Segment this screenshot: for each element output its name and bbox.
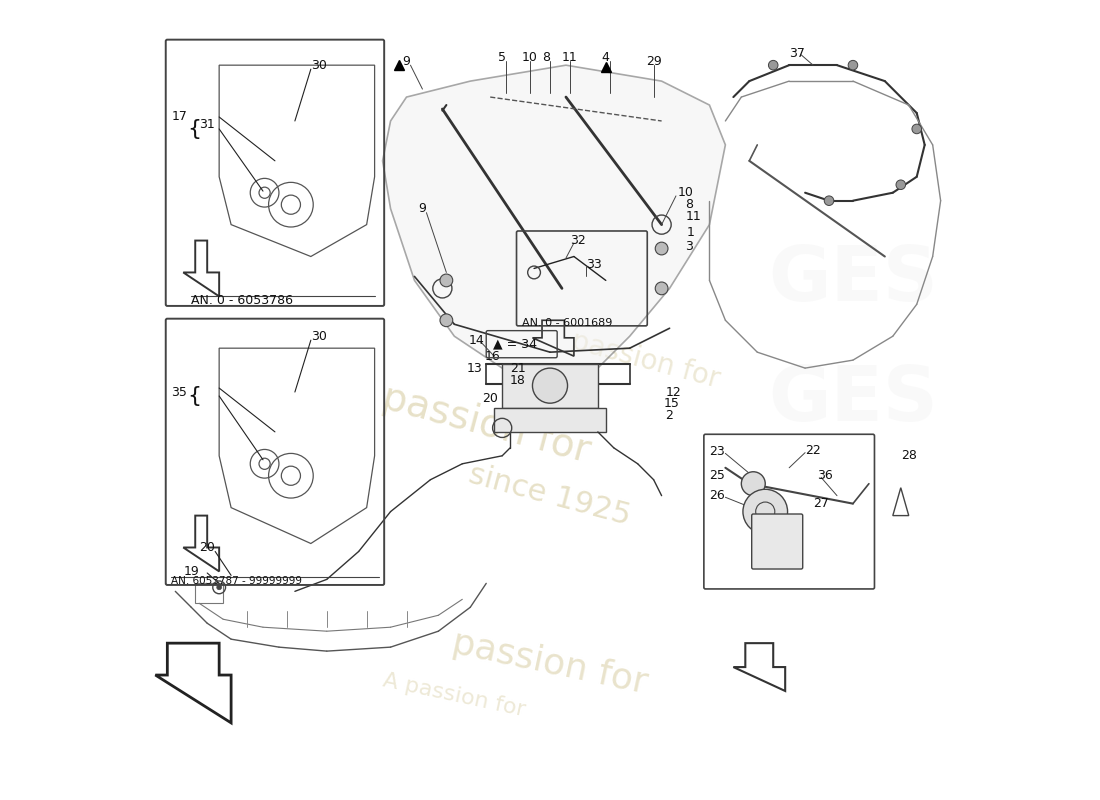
Circle shape [440,274,453,286]
Circle shape [656,242,668,255]
Bar [503,364,597,408]
Text: 33: 33 [586,258,602,271]
Text: 5: 5 [498,50,506,64]
Text: 20: 20 [482,392,498,405]
Circle shape [741,472,766,496]
Text: 29: 29 [646,54,661,68]
Text: {: { [187,119,201,139]
Text: 8: 8 [542,50,550,64]
Text: 23: 23 [710,446,725,458]
Text: 9: 9 [403,54,410,68]
Text: 3: 3 [685,241,693,254]
Text: 12: 12 [666,386,681,398]
Text: 36: 36 [817,470,833,482]
Circle shape [896,180,905,190]
Text: GES: GES [768,363,938,437]
Text: passion for: passion for [569,327,723,394]
Text: 11: 11 [562,50,578,64]
Circle shape [532,368,568,403]
Text: 20: 20 [199,541,216,554]
Circle shape [848,60,858,70]
Text: 28: 28 [901,450,916,462]
Text: AN. 0 - 6001689: AN. 0 - 6001689 [522,318,613,328]
Text: ▲ = 34: ▲ = 34 [493,338,537,350]
Circle shape [769,60,778,70]
Text: 17: 17 [172,110,187,123]
Text: 9: 9 [418,202,427,215]
Text: since 1925: since 1925 [465,460,635,531]
Text: passion for: passion for [449,626,651,700]
Text: A passion for: A passion for [382,670,528,720]
Circle shape [742,490,788,534]
Text: 10: 10 [522,50,538,64]
Polygon shape [383,65,725,384]
Text: 2: 2 [666,410,673,422]
Text: AN. 0 - 6053786: AN. 0 - 6053786 [191,294,294,307]
Text: 11: 11 [685,210,702,223]
Text: 18: 18 [510,374,526,386]
Text: 1: 1 [688,226,695,239]
Text: 22: 22 [805,444,821,457]
Text: 15: 15 [664,398,680,410]
Circle shape [912,124,922,134]
Text: 37: 37 [789,46,805,60]
Text: 10: 10 [678,186,693,199]
Text: {: { [187,386,201,406]
Text: 19: 19 [184,565,199,578]
Text: 16: 16 [485,350,501,362]
Circle shape [440,314,453,326]
Bar [494,408,606,432]
Text: 35: 35 [172,386,187,398]
Text: 32: 32 [570,234,585,247]
Text: 27: 27 [813,497,829,510]
Text: 25: 25 [710,470,725,482]
Text: passion for: passion for [378,378,594,470]
Text: 31: 31 [199,118,214,131]
Circle shape [656,282,668,294]
Text: 8: 8 [685,198,693,211]
Circle shape [217,585,221,590]
FancyBboxPatch shape [751,514,803,569]
Text: 13: 13 [466,362,482,374]
Text: GES: GES [768,243,938,318]
Text: 14: 14 [469,334,484,346]
Text: 4: 4 [602,50,609,64]
Text: 26: 26 [710,489,725,502]
Circle shape [824,196,834,206]
Text: 30: 30 [311,330,327,342]
Text: 21: 21 [510,362,526,374]
Text: AN. 6053787 - 99999999: AN. 6053787 - 99999999 [172,576,302,586]
Text: 30: 30 [311,58,327,72]
